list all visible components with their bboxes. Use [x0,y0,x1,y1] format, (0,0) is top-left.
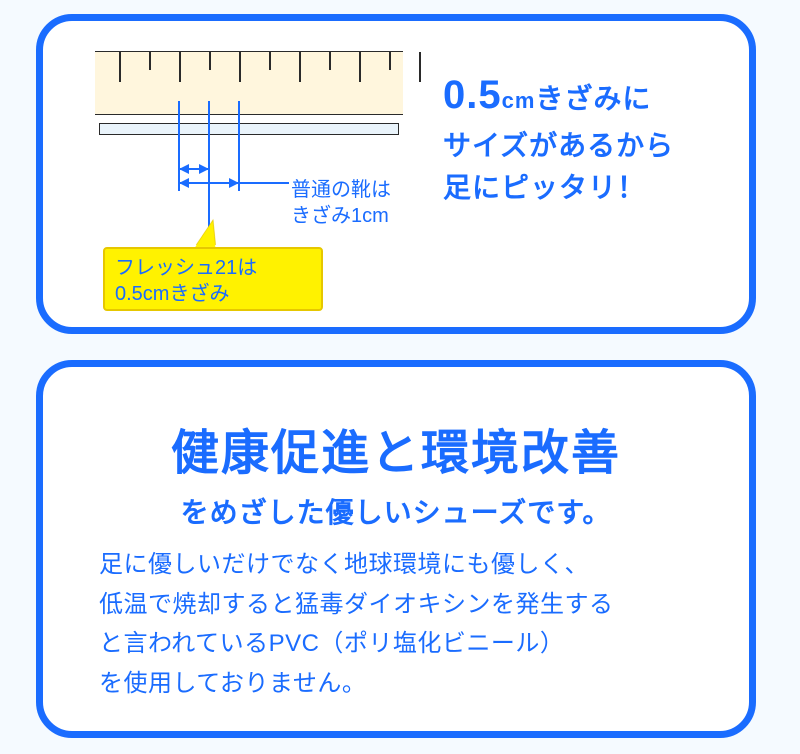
body-line1: 足に優しいだけでなく地球環境にも優しく、 [99,545,719,585]
body-line4: を使用しておりません。 [99,664,719,704]
size-number: 0.5 [443,73,502,117]
headline-sub: をめざした優しいシューズです。 [43,491,749,531]
ruler-subbar [99,123,399,135]
callout-pointer [195,221,222,247]
size-line3: 足にピッタリ！ [443,167,773,209]
headline-block: 健康促進と環境改善 をめざした優しいシューズです。 [43,413,749,531]
size-line1-tail: きざみに [535,83,651,114]
ruler-diagram [95,51,403,131]
bottom-info-panel: 健康促進と環境改善 をめざした優しいシューズです。 足に優しいだけでなく地球環境… [36,360,756,738]
size-text-block: 0.5cmきざみに サイズがあるから 足にピッタリ！ [443,65,773,209]
fresh21-callout: フレッシュ21は 0.5cmきざみ [103,247,323,311]
body-line2: 低温で焼却すると猛毒ダイオキシンを発生する [99,585,719,625]
headline-main: 健康促進と環境改善 [43,413,749,483]
size-line2: サイズがあるから [443,125,773,167]
callout-line1: フレッシュ21は [115,255,311,281]
callout-line2: 0.5cmきざみ [115,281,311,307]
size-unit: cm [502,88,536,113]
body-text: 足に優しいだけでなく地球環境にも優しく、 低温で焼却すると猛毒ダイオキシンを発生… [99,545,719,703]
size-line1: 0.5cmきざみに [443,65,773,125]
normal-shoe-note: 普通の靴は きざみ1cm [291,177,391,229]
top-info-panel: 普通の靴は きざみ1cm フレッシュ21は 0.5cmきざみ 0.5cmきざみに… [36,14,756,334]
normal-note-line2: きざみ1cm [291,203,391,229]
normal-note-line1: 普通の靴は [291,177,391,203]
ruler-ticks [95,52,403,114]
ruler-body [95,51,403,115]
body-line3: と言われているPVC（ポリ塩化ビニール） [99,624,719,664]
